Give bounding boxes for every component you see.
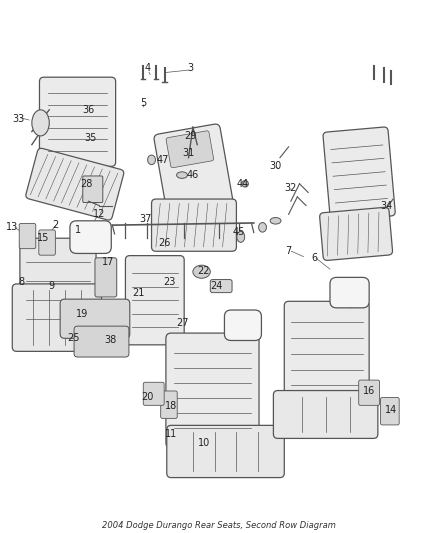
Text: 5: 5 <box>140 98 146 108</box>
Text: 29: 29 <box>184 131 197 141</box>
Text: 3: 3 <box>187 63 194 74</box>
Text: 35: 35 <box>85 133 97 143</box>
Text: 30: 30 <box>269 161 282 172</box>
FancyBboxPatch shape <box>70 221 111 254</box>
Text: 31: 31 <box>182 148 194 158</box>
Text: 2004 Dodge Durango Rear Seats, Second Row Diagram: 2004 Dodge Durango Rear Seats, Second Ro… <box>102 521 336 530</box>
Text: 23: 23 <box>163 277 175 287</box>
FancyBboxPatch shape <box>323 127 395 221</box>
FancyBboxPatch shape <box>74 326 129 357</box>
Text: 13: 13 <box>6 222 18 232</box>
Text: 20: 20 <box>141 392 153 402</box>
Text: 7: 7 <box>286 246 292 256</box>
FancyBboxPatch shape <box>210 279 232 293</box>
FancyBboxPatch shape <box>154 124 234 224</box>
Text: 32: 32 <box>285 183 297 193</box>
Text: 18: 18 <box>165 401 177 411</box>
FancyBboxPatch shape <box>26 148 124 220</box>
Text: 8: 8 <box>18 277 24 287</box>
Text: 46: 46 <box>187 170 199 180</box>
FancyBboxPatch shape <box>95 258 117 297</box>
FancyBboxPatch shape <box>143 382 164 405</box>
FancyBboxPatch shape <box>167 425 284 478</box>
FancyBboxPatch shape <box>20 238 96 343</box>
Ellipse shape <box>270 217 281 224</box>
Text: 28: 28 <box>80 179 92 189</box>
FancyBboxPatch shape <box>320 207 392 261</box>
Text: 6: 6 <box>312 253 318 263</box>
Text: 36: 36 <box>82 105 95 115</box>
Ellipse shape <box>32 110 49 136</box>
Text: 16: 16 <box>363 385 375 395</box>
Ellipse shape <box>193 265 210 278</box>
Text: 21: 21 <box>132 288 145 297</box>
Text: 19: 19 <box>76 309 88 319</box>
Ellipse shape <box>258 223 266 232</box>
Text: 26: 26 <box>159 238 171 247</box>
Text: 25: 25 <box>67 333 79 343</box>
FancyBboxPatch shape <box>359 380 380 405</box>
FancyBboxPatch shape <box>273 391 378 439</box>
Text: 1: 1 <box>74 224 81 235</box>
FancyBboxPatch shape <box>19 223 36 249</box>
Text: 17: 17 <box>102 257 114 267</box>
FancyBboxPatch shape <box>39 230 55 255</box>
Text: 24: 24 <box>211 281 223 291</box>
FancyBboxPatch shape <box>224 310 261 341</box>
Text: 22: 22 <box>198 266 210 276</box>
FancyBboxPatch shape <box>152 199 237 251</box>
Text: 45: 45 <box>233 227 245 237</box>
FancyBboxPatch shape <box>161 391 177 418</box>
Text: 11: 11 <box>165 429 177 439</box>
FancyBboxPatch shape <box>166 131 214 168</box>
FancyBboxPatch shape <box>381 398 399 425</box>
Text: 2: 2 <box>53 220 59 230</box>
FancyBboxPatch shape <box>60 299 130 338</box>
FancyBboxPatch shape <box>284 301 369 406</box>
FancyBboxPatch shape <box>39 77 116 166</box>
Text: 12: 12 <box>93 209 106 219</box>
Text: 27: 27 <box>176 318 188 328</box>
Text: 9: 9 <box>48 281 54 291</box>
FancyBboxPatch shape <box>125 256 184 345</box>
Ellipse shape <box>148 155 155 165</box>
Ellipse shape <box>237 231 245 243</box>
FancyBboxPatch shape <box>330 277 369 308</box>
Text: 4: 4 <box>144 63 150 74</box>
Text: 34: 34 <box>381 200 393 211</box>
Text: 10: 10 <box>198 438 210 448</box>
FancyBboxPatch shape <box>83 176 103 203</box>
Text: 15: 15 <box>36 233 49 243</box>
Text: 37: 37 <box>139 214 151 224</box>
FancyBboxPatch shape <box>166 333 259 448</box>
FancyBboxPatch shape <box>12 284 102 351</box>
Text: 14: 14 <box>385 405 397 415</box>
Ellipse shape <box>242 181 248 187</box>
Text: 33: 33 <box>13 114 25 124</box>
Text: 38: 38 <box>104 335 117 345</box>
Text: 47: 47 <box>156 155 169 165</box>
Text: 44: 44 <box>237 179 249 189</box>
Ellipse shape <box>177 172 187 179</box>
